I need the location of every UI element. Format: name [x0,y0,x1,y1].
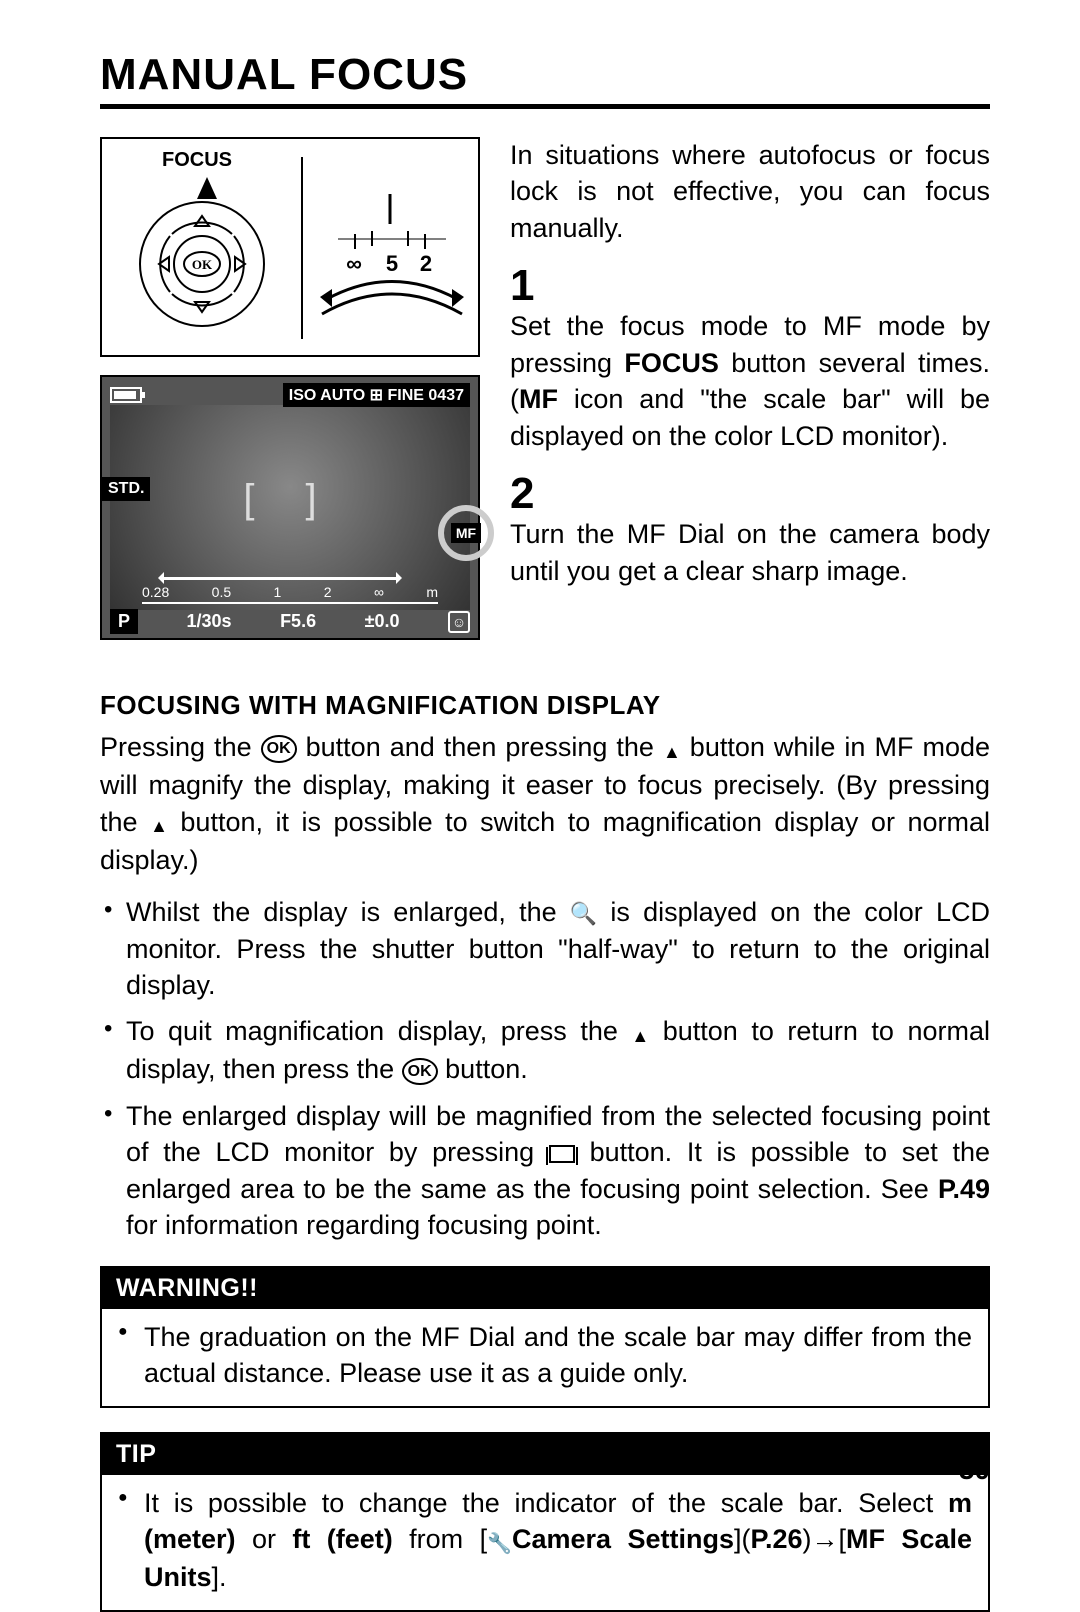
ok-icon: OK [402,1058,438,1086]
std-badge: STD. [102,477,150,501]
step-1-c: icon and "the scale bar" will be display… [510,384,990,450]
focus-button-ref: FOCUS [624,348,719,378]
intro-and-steps: In situations where autofocus or focus l… [510,137,990,640]
scale-val: 0.5 [212,584,231,600]
up-arrow-icon [150,805,168,841]
mode-p: P [110,609,138,634]
bullet-list: Whilst the display is enlarged, the 🔍 is… [100,894,990,1244]
scale-val: 1 [274,584,282,600]
svg-text:OK: OK [192,257,213,272]
tip-header: TIP [102,1434,988,1475]
magnification-subhead: FOCUSING WITH MAGNIFICATION DISPLAY [100,690,990,721]
tip-or: or [236,1524,293,1554]
mf-badge: MF [451,523,481,543]
svg-text:5: 5 [386,251,398,276]
ok-icon: OK [261,735,297,763]
control-pad-svg: OK [102,139,478,355]
tip-mid: ]( [734,1524,751,1554]
scale-unit: m [426,584,438,600]
mag-a: Pressing the [100,732,261,762]
lcd-bottom-bar: P 1/30s F5.6 ±0.0 ☺ [110,609,470,634]
tip-feet: ft (feet) [292,1524,392,1554]
warning-body: The graduation on the MF Dial and the sc… [102,1309,988,1406]
step-1-text: Set the focus mode to MF mode by pressin… [510,308,990,454]
page-number: 50 [959,1454,990,1486]
step-2-text: Turn the MF Dial on the camera body unti… [510,516,990,589]
bullet-2: To quit magnification display, press the… [100,1013,990,1088]
tip-box: TIP It is possible to change the indicat… [100,1432,990,1612]
tip-item: It is possible to change the indicator o… [118,1485,972,1596]
face-detect-icon: ☺ [448,611,470,633]
magnify-icon: 🔍 [570,899,597,929]
tip-end: ]. [212,1562,227,1592]
warning-item: The graduation on the MF Dial and the sc… [118,1319,972,1392]
b1-a: Whilst the display is enlarged, the [126,897,570,927]
tip-body: It is possible to change the indicator o… [102,1475,988,1610]
aperture: F5.6 [280,611,316,632]
diagram-column: FOCUS OK [100,137,480,640]
warning-header: WARNING!! [102,1268,988,1309]
control-pad-diagram: FOCUS OK [100,137,480,357]
mf-ref: MF [519,384,558,414]
focus-label: FOCUS [162,149,232,172]
tip-camset: Camera Settings [512,1524,734,1554]
lcd-preview-diagram: ISO AUTO ⊞ FINE 0437 STD. [ ] MF 0.28 0.… [100,375,480,640]
intro-text: In situations where autofocus or focus l… [510,137,990,246]
bullet-1: Whilst the display is enlarged, the 🔍 is… [100,894,990,1003]
mag-d: button, it is possible to switch to magn… [100,807,990,875]
page-ref-49: P.49 [938,1174,990,1204]
scale-val: 2 [324,584,332,600]
mf-highlight-circle: MF [438,505,494,561]
page-title: MANUAL FOCUS [100,50,990,109]
scale-arrow [162,577,398,580]
battery-icon [110,387,142,403]
up-arrow-icon [663,731,681,767]
scale-val: 0.28 [142,584,169,600]
tip-arrow: )→[ [803,1524,847,1554]
svg-text:2: 2 [420,251,432,276]
ev-comp: ±0.0 [365,611,400,632]
af-point-icon [549,1145,575,1163]
scale-bar: 0.28 0.5 1 2 ∞ m [142,584,438,604]
magnification-body: Pressing the OK button and then pressing… [100,729,990,878]
lcd-top-bar: ISO AUTO ⊞ FINE 0437 [110,383,470,407]
scale-val: ∞ [374,584,384,600]
wrench-icon [487,1523,512,1559]
up-arrow-icon [631,1015,649,1051]
bullet-3: The enlarged display will be magnified f… [100,1098,990,1244]
warning-box: WARNING!! The graduation on the MF Dial … [100,1266,990,1408]
lcd-top-right: ISO AUTO ⊞ FINE 0437 [283,383,470,407]
af-brackets: [ ] [243,477,336,522]
top-section: FOCUS OK [100,137,990,640]
mag-b: button and then pressing the [297,732,663,762]
tip-a: It is possible to change the indicator o… [144,1488,948,1518]
b3-c: for information regarding focusing point… [126,1210,602,1240]
page-ref-26: P.26 [750,1524,802,1554]
shutter-speed: 1/30s [187,611,232,632]
step-2-number: 2 [510,472,990,516]
b2-a: To quit magnification display, press the [126,1016,631,1046]
tip-from: from [ [393,1524,487,1554]
b2-c: button. [438,1054,528,1084]
svg-text:∞: ∞ [346,251,362,276]
step-1-number: 1 [510,264,990,308]
